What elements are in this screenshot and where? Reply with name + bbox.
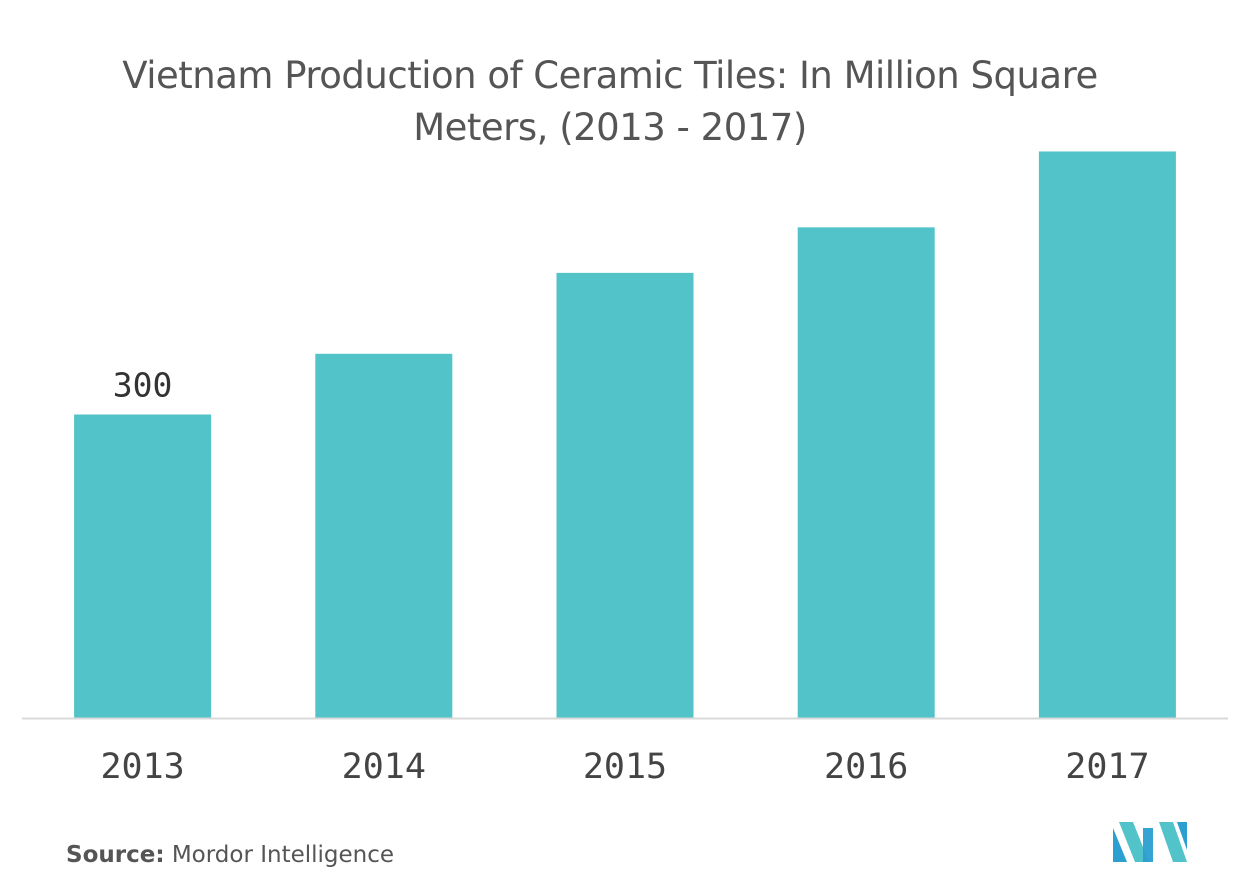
x-tick-label-2014: 2014 [342,747,426,787]
x-tick-label-2015: 2015 [583,747,667,787]
bar-2016 [797,227,935,718]
bar-2015 [556,272,694,718]
chart-title: Vietnam Production of Ceramic Tiles: In … [122,54,1098,149]
data-label-2013: 300 [113,366,173,405]
x-tick-label-2013: 2013 [100,747,184,787]
source-note: Source: Mordor Intelligence [66,842,394,868]
source-label: Source: [66,842,165,868]
bar-2014 [315,353,453,718]
x-tick-label-2017: 2017 [1065,747,1149,787]
bar-2017 [1038,151,1176,718]
source-text: Mordor Intelligence [164,842,395,868]
x-tick-label-2016: 2016 [824,747,908,787]
mordor-intelligence-logo-icon [1113,822,1187,862]
bar-2013 [74,414,212,718]
